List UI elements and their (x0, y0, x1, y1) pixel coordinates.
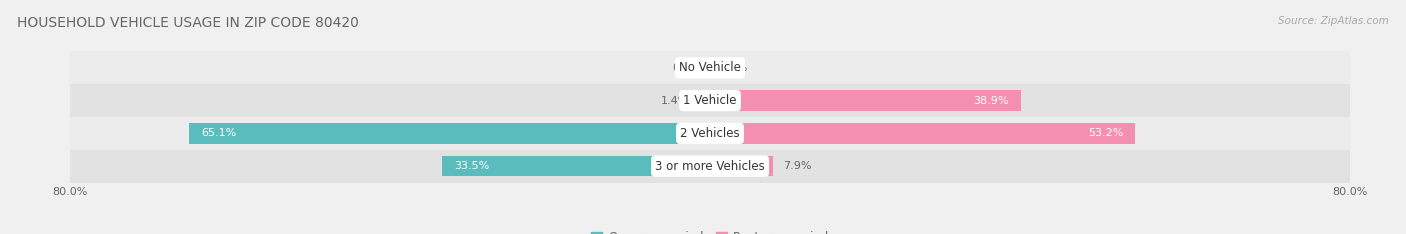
Text: 1.4%: 1.4% (661, 96, 689, 106)
Bar (70, 117, 1350, 150)
Bar (699, 91, 710, 111)
Text: 7.9%: 7.9% (783, 161, 811, 171)
Text: HOUSEHOLD VEHICLE USAGE IN ZIP CODE 80420: HOUSEHOLD VEHICLE USAGE IN ZIP CODE 8042… (17, 16, 359, 30)
Text: 2 Vehicles: 2 Vehicles (681, 127, 740, 140)
Text: 0.0%: 0.0% (672, 63, 700, 73)
Legend: Owner-occupied, Renter-occupied: Owner-occupied, Renter-occupied (586, 226, 834, 234)
Text: 65.1%: 65.1% (201, 128, 236, 138)
Text: 53.2%: 53.2% (1088, 128, 1123, 138)
Bar (710, 156, 773, 176)
Bar (710, 123, 1136, 143)
Bar (70, 150, 1350, 183)
Bar (70, 84, 1350, 117)
Text: 3 or more Vehicles: 3 or more Vehicles (655, 160, 765, 173)
Text: 0.0%: 0.0% (720, 63, 748, 73)
Bar (441, 156, 710, 176)
Text: 33.5%: 33.5% (454, 161, 489, 171)
Bar (190, 123, 710, 143)
Text: No Vehicle: No Vehicle (679, 61, 741, 74)
Text: 1 Vehicle: 1 Vehicle (683, 94, 737, 107)
Text: 38.9%: 38.9% (973, 96, 1010, 106)
Text: Source: ZipAtlas.com: Source: ZipAtlas.com (1278, 16, 1389, 26)
Bar (710, 91, 1021, 111)
Bar (70, 51, 1350, 84)
